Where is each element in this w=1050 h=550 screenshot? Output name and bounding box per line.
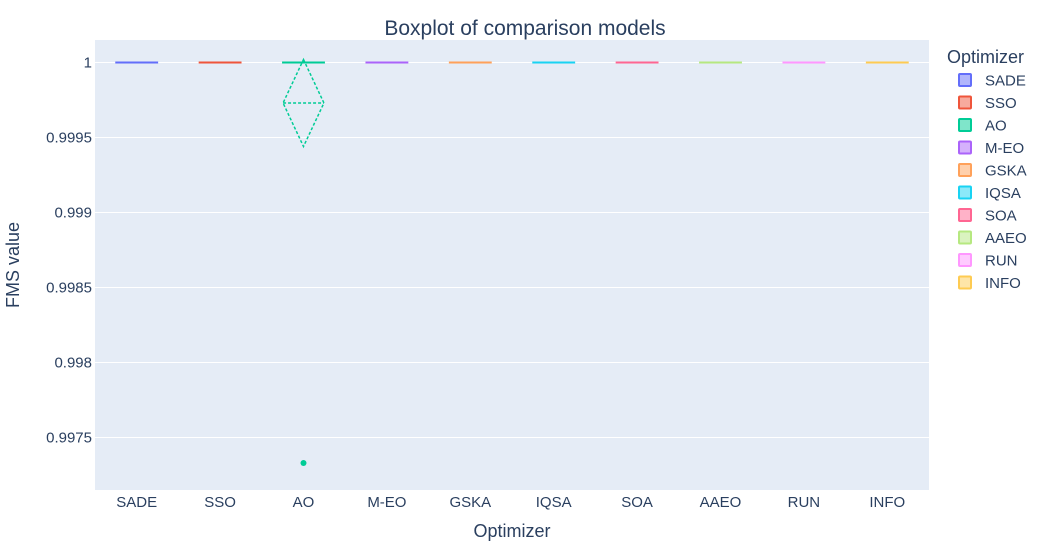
x-tick-label: GSKA (449, 494, 491, 511)
y-tick-label: 1 (84, 55, 92, 72)
legend-label: INFO (985, 275, 1021, 292)
legend-label: AO (985, 118, 1007, 135)
x-tick-label: SADE (116, 494, 157, 511)
legend-item-run[interactable]: RUN (958, 253, 1018, 270)
legend-swatch (958, 140, 972, 155)
y-axis-ticks: 1 0.9995 0.999 0.9985 0.998 0.9975 (46, 55, 92, 447)
legend-item-soa[interactable]: SOA (958, 208, 1017, 225)
legend-label: AAEO (985, 230, 1027, 247)
legend-swatch (958, 95, 972, 110)
legend-swatch (958, 118, 972, 132)
legend-label: RUN (985, 253, 1018, 270)
x-tick-label: SSO (204, 494, 236, 511)
y-tick-label: 0.998 (54, 355, 92, 372)
mean-sd-diamond (282, 57, 325, 149)
legend-label: SSO (985, 95, 1017, 112)
x-tick-label: IQSA (536, 494, 572, 511)
box-series (115, 57, 909, 467)
legend-swatch (958, 73, 972, 87)
y-tick-label: 0.9985 (46, 280, 92, 297)
legend-title: Optimizer (947, 47, 1024, 67)
legend-item-iqsa[interactable]: IQSA (958, 185, 1021, 202)
legend-label: SOA (985, 208, 1017, 225)
x-axis-title: Optimizer (473, 521, 550, 541)
legend-label: GSKA (985, 163, 1027, 180)
plot-area (95, 40, 929, 490)
legend-item-m-eo[interactable]: M-EO (958, 140, 1024, 157)
x-tick-label: SOA (621, 494, 653, 511)
y-tick-label: 0.9995 (46, 130, 92, 147)
legend[interactable]: SADE SSO AO M-EO GSKA IQSA SOA AAEO RUN INFO (958, 73, 1027, 293)
y-axis-title: FMS value (3, 222, 23, 308)
legend-swatch (958, 208, 972, 222)
legend-item-gska[interactable]: GSKA (958, 163, 1027, 180)
x-tick-label: AAEO (700, 494, 742, 511)
legend-label: IQSA (985, 185, 1021, 202)
legend-item-sade[interactable]: SADE (958, 73, 1026, 90)
legend-swatch (958, 253, 972, 267)
legend-item-ao[interactable]: AO (958, 118, 1007, 135)
legend-swatch (958, 163, 972, 177)
x-tick-label: AO (293, 494, 315, 511)
box-ao[interactable] (282, 57, 325, 467)
legend-label: SADE (985, 73, 1026, 90)
legend-swatch (958, 275, 972, 290)
outlier-point[interactable] (300, 460, 307, 466)
y-tick-label: 0.999 (54, 205, 92, 222)
legend-item-sso[interactable]: SSO (958, 95, 1017, 112)
x-tick-label: RUN (788, 494, 821, 511)
x-axis-ticks: SADE SSO AO M-EO GSKA IQSA SOA AAEO RUN INFO (116, 494, 905, 511)
x-tick-label: INFO (869, 494, 905, 511)
legend-item-aaeo[interactable]: AAEO (958, 230, 1027, 247)
chart-title: Boxplot of comparison models (384, 17, 665, 40)
y-tick-label: 0.9975 (46, 430, 92, 447)
x-tick-label: M-EO (367, 494, 406, 511)
legend-label: M-EO (985, 140, 1024, 157)
legend-swatch (958, 230, 972, 245)
legend-swatch (958, 185, 972, 200)
legend-item-info[interactable]: INFO (958, 275, 1021, 292)
